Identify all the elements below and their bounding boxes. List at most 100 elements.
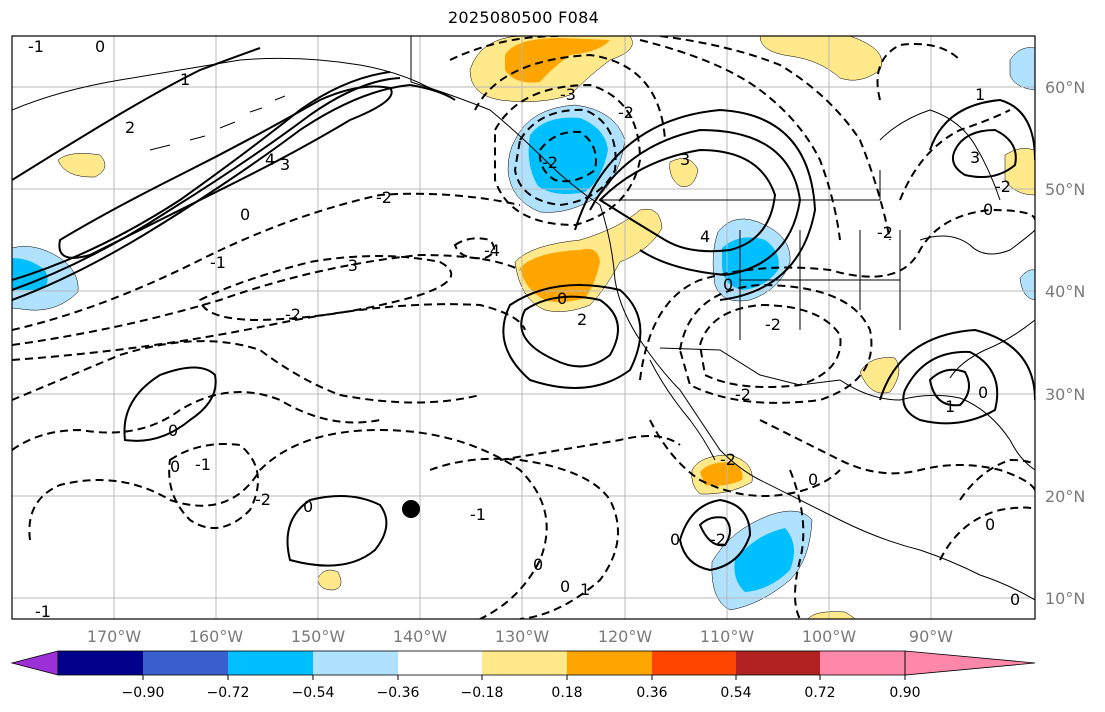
- contour-dashed: [876, 43, 961, 101]
- positive-anomaly-west-coast-core: [520, 248, 600, 303]
- contour-label: -2: [710, 530, 726, 549]
- contour-dashed: [698, 303, 842, 389]
- lon-label: 110°W: [700, 627, 755, 646]
- lon-label: 170°W: [87, 627, 142, 646]
- contour-dashed: [429, 457, 619, 619]
- latitude-axis: 60°N 50°N 40°N 30°N 20°N 10°N: [1045, 78, 1085, 608]
- contour-dashed: [538, 130, 597, 183]
- positive-anomaly-alaska-core: [505, 38, 610, 83]
- contour-label: 0: [723, 275, 733, 294]
- contour-label: 0: [170, 457, 180, 476]
- colorbar-segment: [736, 651, 820, 675]
- colorbar-tick-label: 0.54: [720, 685, 751, 701]
- contour-dashed: [499, 435, 681, 461]
- contour-label: 3: [680, 150, 690, 169]
- contour-label: -2: [376, 188, 392, 207]
- contour-label: -1: [210, 253, 226, 272]
- contours: [12, 47, 1035, 572]
- contour-label: -2: [995, 177, 1011, 196]
- colorbar-tick-label: −0.18: [461, 685, 504, 701]
- contour-solid: [589, 128, 802, 277]
- contour-solid: [123, 366, 217, 442]
- contour-dashed: [513, 108, 617, 207]
- contour-solid: [12, 47, 261, 181]
- alaska-coast: [12, 57, 601, 206]
- colorbar-segment: [567, 651, 652, 675]
- lat-label: 10°N: [1045, 589, 1085, 608]
- contour-label: 0: [808, 470, 818, 489]
- map-title: 2025080500 F084: [447, 8, 600, 27]
- lon-label: 90°W: [909, 627, 953, 646]
- contour-label: -3: [342, 256, 358, 275]
- contour-label: 0: [985, 515, 995, 534]
- colorbar-tick-label: 0.72: [804, 685, 835, 701]
- contour-label: 1: [945, 397, 955, 416]
- colorbar-segment: [228, 651, 313, 675]
- contour-dashed: [939, 506, 1035, 561]
- colorbar-segment: [58, 651, 143, 675]
- contour-label: 0: [240, 205, 250, 224]
- contour-dashed: [678, 283, 873, 404]
- contour-dashed: [12, 340, 481, 404]
- contour-label: 1: [580, 580, 590, 599]
- contour-label: -2: [618, 103, 634, 122]
- colorbar-under-triangle: [10, 650, 59, 676]
- us-states-lines: [739, 230, 901, 340]
- contour-dashed: [449, 36, 561, 61]
- contour-label: -2: [877, 223, 893, 242]
- positive-anomaly-bc: [669, 158, 699, 187]
- colorbar-ticks: [142, 675, 906, 680]
- alaska-border: [410, 36, 431, 89]
- contour-label: -2: [720, 450, 736, 469]
- contour-label: 4: [700, 227, 710, 246]
- lon-label: 120°W: [598, 627, 653, 646]
- contour-solid: [520, 295, 619, 368]
- lon-label: 130°W: [495, 627, 550, 646]
- contour-solid: [574, 108, 817, 301]
- lon-label: 150°W: [291, 627, 346, 646]
- colorbar-tick-label: −0.90: [122, 685, 165, 701]
- lat-label: 20°N: [1045, 487, 1085, 506]
- contour-dashed: [494, 83, 642, 227]
- contour-label: 0: [168, 421, 178, 440]
- baja: [649, 359, 716, 461]
- map-frame: [11, 35, 1036, 620]
- colorbar-segment: [143, 651, 228, 675]
- contour-label: -1: [28, 37, 44, 56]
- contour-solid: [678, 498, 752, 572]
- positive-anomaly-mexico-core: [700, 462, 743, 486]
- lon-label: 160°W: [189, 627, 244, 646]
- contour-label: 0: [560, 577, 570, 596]
- colorbar-segment: [820, 651, 905, 675]
- contour-label: 3: [970, 148, 980, 167]
- colorbar-over-triangle: [904, 650, 1036, 676]
- colorbar-segment: [398, 651, 482, 675]
- lat-label: 30°N: [1045, 385, 1085, 404]
- lat-label: 40°N: [1045, 282, 1085, 301]
- contour-solid: [12, 71, 391, 281]
- contour-solid: [502, 284, 642, 389]
- contour-dashed: [168, 443, 259, 529]
- contour-solid: [928, 368, 970, 407]
- colorbar-segment: [313, 651, 398, 675]
- contour-label-group: -1 0 1 2 4 3 0 -1 -2 -3 -2 -4 -3 -2 -2 3…: [28, 37, 1020, 619]
- us-west-coast: [599, 204, 761, 481]
- contour-label: -3: [560, 85, 576, 104]
- contour-label: 2: [125, 118, 135, 137]
- contours-dashed: [12, 36, 1035, 619]
- lon-label: 100°W: [802, 627, 857, 646]
- positive-anomaly-canada-north: [759, 36, 883, 81]
- negative-anomaly-rockies-core: [722, 237, 779, 290]
- contour-dashed: [12, 253, 521, 346]
- contour-solid: [879, 328, 1035, 401]
- contour-solid: [952, 128, 1017, 178]
- contour-dashed: [198, 255, 453, 322]
- colorbar-tick-label: 0.36: [636, 685, 667, 701]
- great-lakes: [919, 229, 1035, 255]
- us-east-coast: [949, 319, 1035, 379]
- longitude-axis: 170°W 160°W 150°W 140°W 130°W 120°W 110°…: [87, 627, 953, 646]
- contour-label: -4: [484, 241, 500, 260]
- contour-label: 0: [978, 383, 988, 402]
- coastlines: [12, 36, 1035, 601]
